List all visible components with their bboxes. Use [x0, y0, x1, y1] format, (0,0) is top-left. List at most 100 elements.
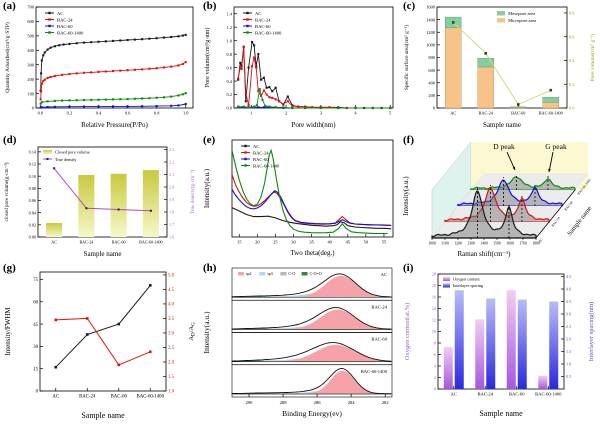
svg-text:C-O=O: C-O=O	[310, 271, 322, 276]
svg-text:35: 35	[309, 240, 314, 245]
svg-text:286: 286	[314, 400, 322, 405]
svg-text:282: 282	[382, 400, 390, 405]
svg-text:0.02: 0.02	[29, 223, 36, 228]
svg-text:BAC-24: BAC-24	[371, 304, 387, 309]
svg-text:BAC-60: BAC-60	[57, 24, 73, 29]
svg-text:1.9: 1.9	[169, 197, 174, 202]
svg-text:0.6: 0.6	[227, 65, 233, 70]
panel-d: (d) 0.00 0.02 0.04 0.06 0.08 0.10 0.12 0.14 AC BA…	[0, 134, 200, 262]
svg-text:Pore volume(cm³/g·nm): Pore volume(cm³/g·nm)	[204, 28, 211, 88]
svg-text:0.06: 0.06	[29, 198, 36, 203]
svg-text:14: 14	[432, 306, 437, 311]
svg-text:600: 600	[27, 19, 34, 24]
svg-text:25: 25	[273, 240, 278, 245]
panel-d-label: (d)	[3, 134, 17, 146]
svg-text:AC: AC	[538, 237, 545, 244]
svg-text:AC: AC	[253, 144, 259, 149]
panel-b-label: (b)	[203, 0, 217, 12]
svg-text:30: 30	[33, 345, 38, 350]
svg-text:1.2: 1.2	[227, 25, 233, 30]
svg-text:300: 300	[27, 62, 34, 67]
svg-text:Sample name: Sample name	[479, 409, 523, 418]
surface-area-bar-chart: 0 200 400 600 800 1000 1200 1400 1600 AC BAC-24 BAC…	[403, 5, 596, 129]
svg-text:2.5: 2.5	[168, 346, 175, 351]
svg-text:288: 288	[280, 400, 288, 405]
svg-text:200: 200	[27, 77, 34, 82]
svg-text:AC: AC	[57, 11, 63, 16]
panel-e-label: (e)	[203, 134, 216, 146]
svg-text:BAC-60: BAC-60	[255, 24, 271, 29]
svg-text:3.5: 3.5	[168, 317, 175, 322]
panel-i-label: (i)	[403, 262, 414, 274]
svg-text:Sample name: Sample name	[81, 411, 125, 420]
svg-text:Mesopore area: Mesopore area	[508, 11, 535, 16]
svg-text:30: 30	[291, 240, 296, 245]
svg-text:Binding Energy(ev): Binding Energy(ev)	[282, 409, 342, 418]
svg-text:0.4: 0.4	[96, 111, 102, 116]
svg-text:800: 800	[428, 55, 435, 60]
svg-text:1700: 1700	[519, 242, 527, 246]
svg-text:AC: AC	[381, 272, 387, 277]
svg-text:1500: 1500	[493, 242, 501, 246]
svg-text:75: 75	[33, 278, 38, 283]
svg-text:4.0: 4.0	[168, 303, 175, 308]
svg-text:1.0: 1.0	[566, 362, 571, 367]
svg-text:500: 500	[27, 34, 34, 39]
svg-text:AC: AC	[51, 240, 57, 245]
svg-text:Interlayer spacing: Interlayer spacing	[453, 283, 484, 288]
svg-text:0.4: 0.4	[227, 79, 233, 84]
svg-text:0.0: 0.0	[38, 111, 44, 116]
svg-text:Sample name: Sample name	[84, 250, 122, 258]
panel-h: (h) AC sp2 sp3 C-O C-O=O BAC-24 BAC-60 BAC-60-1…	[200, 262, 400, 427]
svg-text:BAC-60: BAC-60	[112, 240, 126, 245]
svg-text:Oxygen content: Oxygen content	[453, 277, 480, 282]
svg-text:0.5: 0.5	[566, 374, 571, 379]
svg-text:AD/AG: AD/AG	[188, 322, 196, 341]
svg-text:4.5: 4.5	[168, 288, 175, 293]
svg-text:0.8: 0.8	[569, 11, 575, 16]
svg-text:0: 0	[36, 390, 39, 395]
svg-text:3: 3	[320, 111, 323, 116]
svg-text:C-O: C-O	[288, 271, 295, 276]
svg-text:700: 700	[27, 5, 34, 10]
svg-text:Interlayer spacing(nm): Interlayer spacing(nm)	[588, 302, 595, 361]
svg-text:284: 284	[348, 400, 356, 405]
svg-text:3.5: 3.5	[566, 299, 571, 304]
svg-text:0.00: 0.00	[29, 235, 36, 240]
svg-text:10: 10	[432, 329, 436, 334]
svg-text:1200: 1200	[454, 242, 462, 246]
svg-text:Two theta(deg.): Two theta(deg.)	[290, 249, 335, 257]
svg-text:2.5: 2.5	[566, 324, 571, 329]
svg-text:BAC-60-1400: BAC-60-1400	[255, 30, 282, 35]
svg-text:0.4: 0.4	[569, 58, 575, 63]
svg-text:0.12: 0.12	[29, 162, 36, 167]
svg-text:0.2: 0.2	[569, 82, 575, 87]
svg-text:1.5: 1.5	[566, 349, 571, 354]
svg-text:4.0: 4.0	[566, 287, 571, 292]
svg-text:BAC-60: BAC-60	[509, 392, 525, 397]
svg-text:1400: 1400	[426, 17, 436, 22]
svg-text:G peak: G peak	[545, 142, 567, 151]
closed-pore-volume-chart: 0.00 0.02 0.04 0.06 0.08 0.10 0.12 0.14 AC BAC-24…	[3, 146, 196, 258]
svg-text:0.6: 0.6	[569, 34, 575, 39]
panel-f-label: (f)	[403, 134, 414, 146]
svg-text:Relative Pressure(P/Po): Relative Pressure(P/Po)	[81, 121, 148, 129]
svg-text:6: 6	[434, 352, 436, 357]
svg-text:1000: 1000	[426, 43, 436, 48]
svg-text:BAC-24: BAC-24	[253, 150, 269, 155]
svg-text:1400: 1400	[480, 242, 488, 246]
svg-text:3.0: 3.0	[566, 312, 571, 317]
svg-text:1.5: 1.5	[168, 375, 175, 380]
svg-text:600: 600	[428, 68, 435, 73]
svg-text:0.14: 0.14	[29, 150, 37, 155]
svg-text:1600: 1600	[506, 242, 514, 246]
svg-text:Intensity(a.u.): Intensity(a.u.)	[202, 311, 211, 354]
svg-text:Sample name: Sample name	[483, 121, 521, 129]
svg-text:BAC-60-1400: BAC-60-1400	[57, 30, 84, 35]
svg-text:2.2: 2.2	[169, 160, 174, 165]
svg-text:5.0: 5.0	[168, 274, 175, 279]
svg-text:50: 50	[364, 240, 369, 245]
svg-text:BAC-24: BAC-24	[57, 17, 73, 22]
panel-a-label: (a)	[3, 0, 16, 12]
